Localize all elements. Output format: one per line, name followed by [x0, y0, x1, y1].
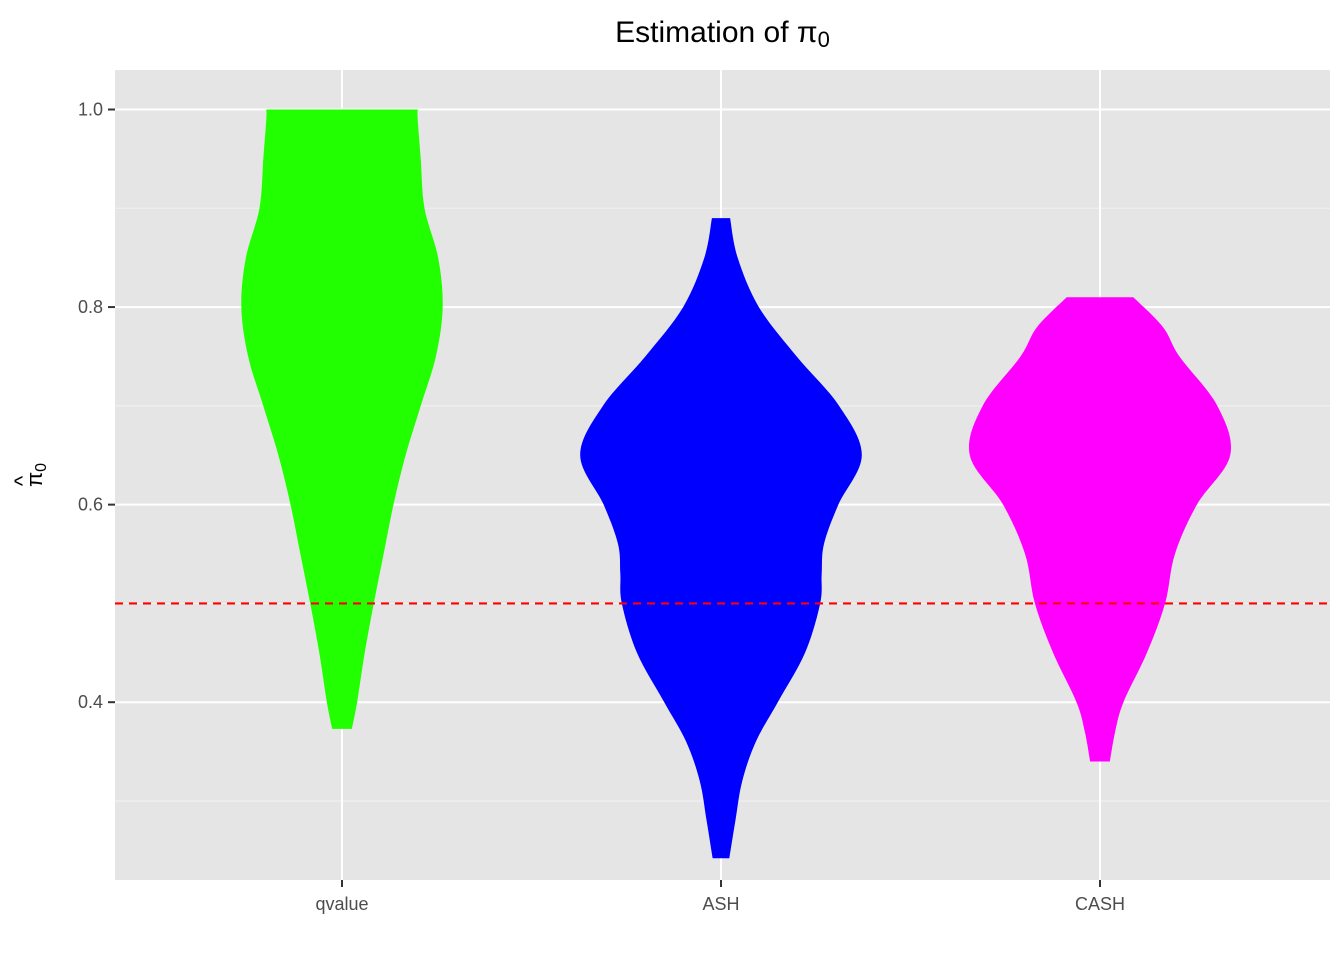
y-axis-label-main: π0 [22, 463, 50, 487]
y-tick-label: 0.6 [78, 495, 103, 515]
violins [241, 109, 1232, 859]
y-axis: 0.4 0.6 0.8 1.0 [78, 100, 115, 712]
y-tick-label: 0.8 [78, 297, 103, 317]
y-axis-label-subscript: 0 [33, 463, 50, 472]
chart-title-symbol: π [797, 16, 818, 49]
chart-title-prefix: Estimation of [615, 16, 797, 49]
y-axis-label: ^ π0 [10, 463, 50, 487]
violin-cash [968, 297, 1232, 762]
chart-title-subscript: 0 [818, 27, 830, 52]
violin-ash [580, 218, 862, 859]
y-axis-label-hat: ^ [10, 475, 35, 486]
y-axis-label-symbol: π [22, 472, 47, 487]
x-axis: qvalue ASH CASH [315, 880, 1125, 914]
x-tick-label-cash: CASH [1075, 894, 1125, 914]
x-tick-label-qvalue: qvalue [315, 894, 368, 914]
violin-qvalue [241, 109, 443, 729]
y-tick-label: 0.4 [78, 692, 103, 712]
x-tick-label-ash: ASH [702, 894, 739, 914]
chart-title: Estimation of π0 [615, 16, 830, 52]
y-tick-label: 1.0 [78, 100, 103, 120]
